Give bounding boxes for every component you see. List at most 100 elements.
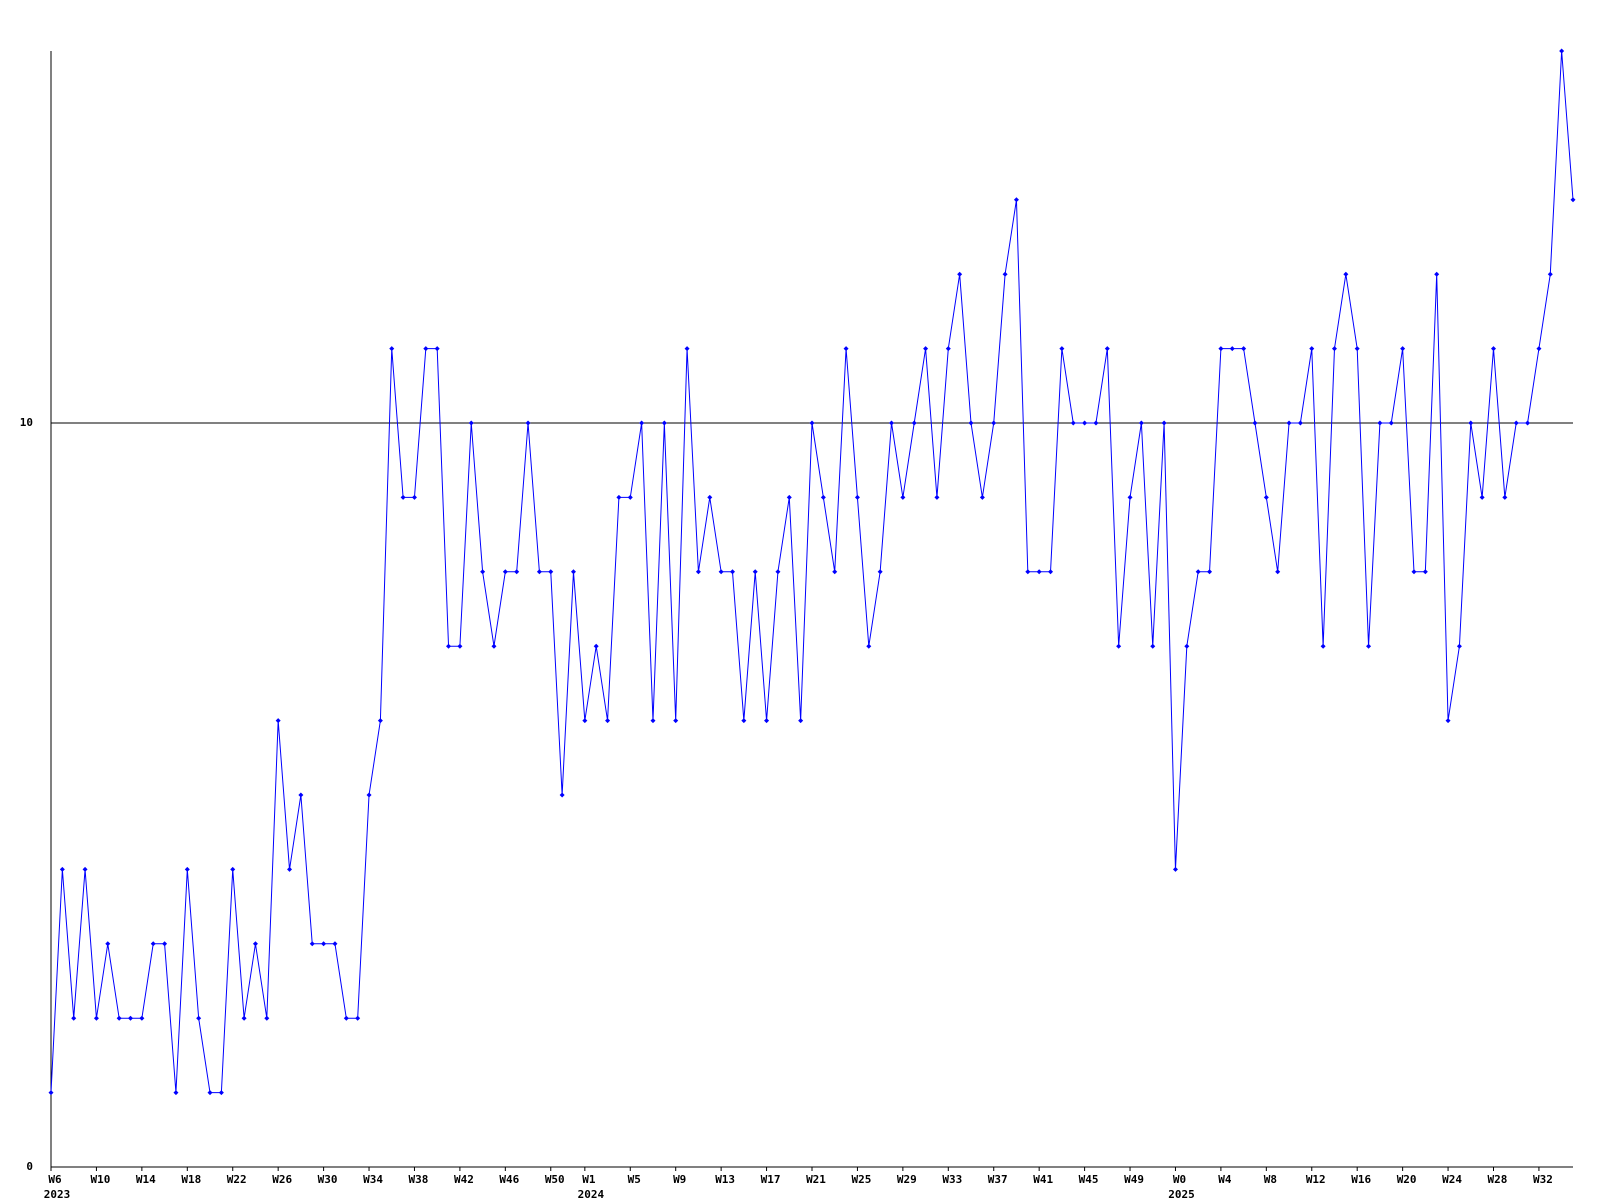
data-point bbox=[116, 1015, 122, 1021]
data-point bbox=[1082, 420, 1088, 426]
data-point bbox=[832, 569, 838, 575]
data-point bbox=[332, 941, 338, 947]
x-tick-label: W26 bbox=[272, 1173, 292, 1186]
data-point bbox=[1513, 420, 1519, 426]
x-tick-label: W18 bbox=[181, 1173, 201, 1186]
data-point bbox=[309, 941, 315, 947]
data-point bbox=[59, 866, 65, 872]
data-point bbox=[1309, 346, 1315, 352]
data-point bbox=[48, 1090, 54, 1096]
data-point bbox=[1525, 420, 1531, 426]
data-point bbox=[729, 569, 735, 575]
data-point bbox=[139, 1015, 145, 1021]
data-point bbox=[843, 346, 849, 352]
x-group-label: 2023 bbox=[44, 1188, 71, 1200]
data-point bbox=[1343, 271, 1349, 277]
x-group-label: 2024 bbox=[578, 1188, 605, 1200]
x-tick-label: W38 bbox=[409, 1173, 429, 1186]
data-point bbox=[741, 718, 747, 724]
x-tick-label: W5 bbox=[628, 1173, 641, 1186]
data-point bbox=[1354, 346, 1360, 352]
x-tick-label: W16 bbox=[1351, 1173, 1371, 1186]
data-point bbox=[1013, 197, 1019, 203]
data-point bbox=[1570, 197, 1576, 203]
x-tick-label: W29 bbox=[897, 1173, 917, 1186]
data-point bbox=[889, 420, 895, 426]
data-point bbox=[866, 643, 872, 649]
data-point bbox=[786, 494, 792, 500]
data-point bbox=[105, 941, 111, 947]
data-point bbox=[71, 1015, 77, 1021]
data-point bbox=[343, 1015, 349, 1021]
y-tick-label: 10 bbox=[20, 416, 33, 429]
data-point bbox=[400, 494, 406, 500]
data-point bbox=[321, 941, 327, 947]
data-point bbox=[1002, 271, 1008, 277]
data-point bbox=[1547, 271, 1553, 277]
x-tick-label: W25 bbox=[851, 1173, 871, 1186]
data-point bbox=[945, 346, 951, 352]
x-tick-label: W14 bbox=[136, 1173, 156, 1186]
x-tick-label: W20 bbox=[1397, 1173, 1417, 1186]
data-point bbox=[911, 420, 917, 426]
data-point bbox=[957, 271, 963, 277]
data-point bbox=[491, 643, 497, 649]
data-point bbox=[1320, 643, 1326, 649]
data-point bbox=[1048, 569, 1054, 575]
data-point bbox=[1502, 494, 1508, 500]
x-tick-label: W21 bbox=[806, 1173, 826, 1186]
x-tick-label: W8 bbox=[1264, 1173, 1277, 1186]
data-point bbox=[411, 494, 417, 500]
data-point bbox=[991, 420, 997, 426]
data-point bbox=[207, 1090, 213, 1096]
data-point bbox=[1116, 643, 1122, 649]
data-point bbox=[1275, 569, 1281, 575]
data-point bbox=[1070, 420, 1076, 426]
x-tick-label: W10 bbox=[90, 1173, 110, 1186]
data-point bbox=[525, 420, 531, 426]
x-tick-label: W34 bbox=[363, 1173, 383, 1186]
data-point bbox=[1138, 420, 1144, 426]
data-point bbox=[1388, 420, 1394, 426]
data-point bbox=[423, 346, 429, 352]
data-point bbox=[718, 569, 724, 575]
data-point bbox=[548, 569, 554, 575]
data-point bbox=[1445, 718, 1451, 724]
data-point bbox=[1411, 569, 1417, 575]
data-point bbox=[252, 941, 258, 947]
data-point bbox=[1434, 271, 1440, 277]
data-point bbox=[446, 643, 452, 649]
data-point bbox=[366, 792, 372, 798]
data-point bbox=[355, 1015, 361, 1021]
data-point bbox=[1252, 420, 1258, 426]
data-point bbox=[968, 420, 974, 426]
data-point bbox=[979, 494, 985, 500]
data-point bbox=[1456, 643, 1462, 649]
data-point bbox=[661, 420, 667, 426]
data-point bbox=[1286, 420, 1292, 426]
x-tick-label: W41 bbox=[1033, 1173, 1053, 1186]
x-tick-label: W46 bbox=[499, 1173, 519, 1186]
data-point bbox=[900, 494, 906, 500]
x-tick-label: W49 bbox=[1124, 1173, 1144, 1186]
x-tick-label: W9 bbox=[673, 1173, 686, 1186]
data-point bbox=[1161, 420, 1167, 426]
data-point bbox=[650, 718, 656, 724]
data-point bbox=[1104, 346, 1110, 352]
data-point bbox=[162, 941, 168, 947]
data-point bbox=[1479, 494, 1485, 500]
data-point bbox=[593, 643, 599, 649]
data-point bbox=[1207, 569, 1213, 575]
data-point bbox=[298, 792, 304, 798]
data-point bbox=[1184, 643, 1190, 649]
data-point bbox=[434, 346, 440, 352]
data-point bbox=[684, 346, 690, 352]
x-tick-label: W24 bbox=[1442, 1173, 1462, 1186]
data-point bbox=[639, 420, 645, 426]
data-point bbox=[1263, 494, 1269, 500]
data-point bbox=[1422, 569, 1428, 575]
x-tick-label: W0 bbox=[1173, 1173, 1186, 1186]
x-tick-label: W32 bbox=[1533, 1173, 1553, 1186]
data-point bbox=[1229, 346, 1235, 352]
data-point bbox=[1559, 48, 1565, 54]
